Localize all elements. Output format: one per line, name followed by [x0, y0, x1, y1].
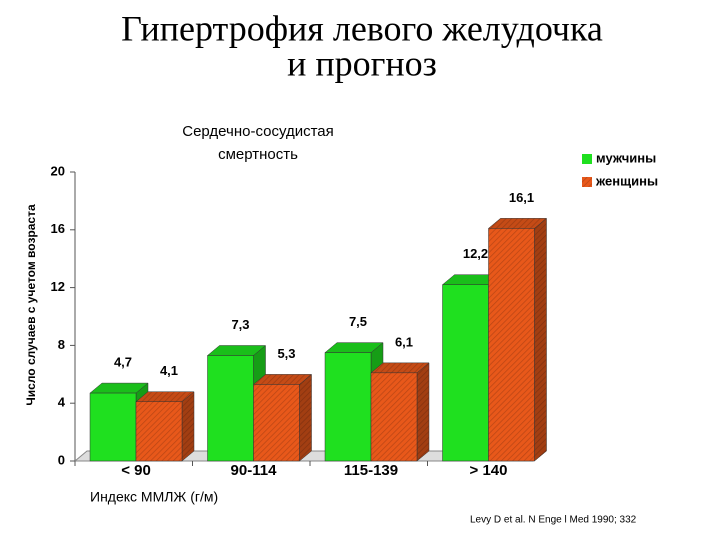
bar [135, 401, 183, 462]
value-label: 12,2 [463, 246, 488, 261]
subtitle-line: смертность [218, 146, 298, 163]
value-label: 7,3 [231, 317, 249, 332]
source: Levy D et al. N Enge l Med 1990; 332 [470, 515, 637, 526]
bar [442, 284, 489, 462]
x-tick-label: 115-139 [344, 462, 398, 479]
subtitle-line: Сердечно-сосудистая [182, 123, 334, 140]
y-tick-label: 4 [58, 395, 66, 410]
x-axis-label: Индекс ММЛЖ (г/м) [90, 489, 218, 505]
x-tick-label: < 90 [121, 462, 151, 479]
legend-label: женщины [595, 173, 658, 188]
y-tick-label: 12 [51, 279, 65, 294]
bar [488, 228, 535, 462]
bar [89, 392, 137, 462]
value-label: 4,7 [114, 355, 132, 370]
title-line: Гипертрофия левого желудочка [121, 8, 603, 48]
value-label: 6,1 [395, 334, 413, 349]
x-tick-label: 90-114 [231, 462, 278, 479]
y-tick-label: 8 [58, 337, 65, 352]
y-tick-label: 20 [51, 163, 65, 178]
bar [253, 384, 300, 462]
bar-side [534, 217, 547, 462]
value-label: 16,1 [509, 190, 534, 205]
value-label: 4,1 [160, 363, 178, 378]
legend-label: мужчины [596, 150, 656, 165]
value-label: 7,5 [349, 314, 367, 329]
bar-side [416, 362, 430, 462]
y-axis-label: Число случаев с учетом возраста [24, 204, 38, 406]
bar [207, 355, 254, 462]
y-tick-label: 0 [58, 452, 65, 467]
bar [324, 352, 372, 462]
x-tick-label: > 140 [470, 462, 508, 479]
value-label: 5,3 [277, 346, 295, 361]
y-tick-label: 16 [51, 221, 65, 236]
bar [370, 372, 418, 462]
legend-swatch [582, 177, 592, 187]
legend-swatch [582, 154, 592, 164]
bar-side [299, 373, 312, 462]
bar-side [181, 391, 195, 462]
title-line: и прогноз [287, 43, 437, 83]
